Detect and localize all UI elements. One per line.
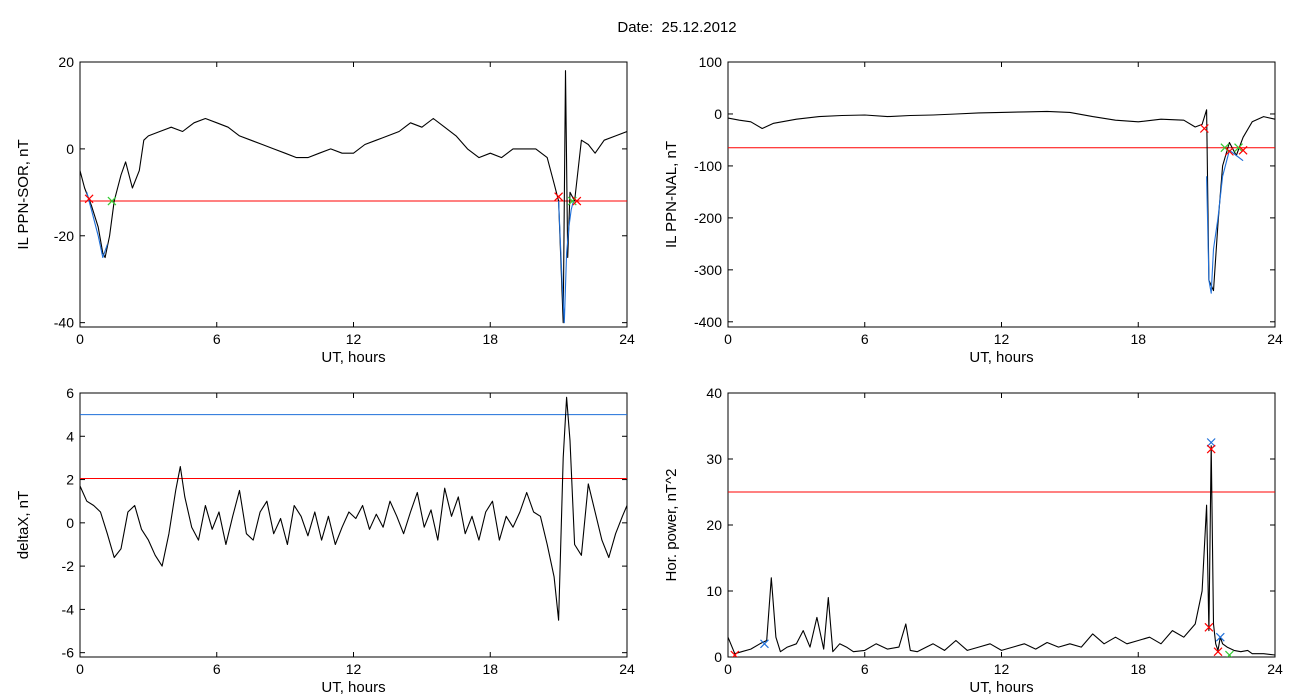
x-axis-label: UT, hours [321,679,385,696]
plot-area [728,109,1275,294]
y-tick-label: -2 [62,558,75,574]
x-tick-label: 0 [76,331,84,347]
y-tick-label: 100 [699,54,723,70]
cross-marker [760,639,769,649]
cross-marker [1238,145,1248,155]
y-axis-label: Hor. power, nT^2 [663,469,680,582]
y-tick-label: -20 [54,228,74,244]
cross-marker [1215,632,1225,642]
cross-marker [1234,143,1243,153]
x-tick-label: 24 [619,661,635,677]
disturbed-segment [1206,149,1244,294]
x-tick-label: 12 [346,331,362,347]
y-tick-label: 2 [66,472,74,488]
x-tick-label: 18 [482,331,498,347]
series-line [728,445,1275,656]
y-axis-label: deltaX, nT [15,491,32,559]
cross-marker [1220,143,1230,153]
x-tick-label: 24 [1267,661,1283,677]
series-line [728,109,1275,292]
cross-marker [1206,444,1216,454]
cross-marker [1224,146,1234,156]
panel-top-right: 0 6 12 18 24 -400 -300 -200 -100 0 100 UT, hours IL … [663,54,1283,366]
y-tick-label: -40 [54,315,74,331]
cross-marker [1224,650,1234,657]
cross-marker [107,196,117,206]
x-tick-label: 0 [76,661,84,677]
x-axis-label: UT, hours [969,349,1033,366]
y-tick-label: 10 [706,583,722,599]
y-tick-label: -400 [694,314,722,330]
y-tick-label: -300 [694,262,722,278]
series-line [80,396,627,621]
plot-area [80,70,627,324]
figure-title: Date: 25.12.2012 [617,19,737,36]
y-axis-label: IL PPN-SOR, nT [15,139,32,249]
x-tick-label: 6 [213,661,221,677]
y-tick-label: -100 [694,158,722,174]
y-tick-label: 0 [714,649,722,665]
disturbed-segment [558,200,574,324]
plot-frame [727,392,1276,658]
cross-marker [1199,124,1209,133]
cross-marker [1206,438,1216,447]
x-axis-label: UT, hours [321,349,385,366]
x-axis-label: UT, hours [969,679,1033,696]
y-axis-label: IL PPN-NAL, nT [663,141,680,248]
y-tick-label: 40 [706,385,722,401]
cross-marker [1213,647,1223,657]
y-tick-label: 20 [706,517,722,533]
x-tick-label: 0 [724,331,732,347]
y-tick-label: 6 [66,385,74,401]
x-tick-label: 6 [861,331,869,347]
x-tick-label: 6 [213,331,221,347]
y-tick-label: 20 [58,54,74,70]
y-tick-label: -6 [62,645,75,661]
x-tick-label: 24 [1267,331,1283,347]
plot-frame [79,61,628,328]
cross-marker [730,650,740,657]
x-tick-label: 12 [994,331,1010,347]
plot-frame [727,61,1276,328]
plot-frame [79,392,628,658]
x-tick-label: 18 [1130,331,1146,347]
y-tick-label: -4 [62,601,75,617]
y-tick-label: 30 [706,451,722,467]
disturbed-segment [86,192,108,259]
series-line [80,70,627,324]
panel-top-left: 0 6 12 18 24 -40 -20 0 20 UT, hours IL PPN-SOR, nT [15,54,635,366]
x-tick-label: 12 [346,661,362,677]
plot-area [728,438,1275,657]
plot-area [80,396,627,621]
x-tick-label: 6 [861,661,869,677]
y-tick-label: 0 [714,106,722,122]
y-tick-label: -200 [694,210,722,226]
y-tick-label: 4 [66,428,74,444]
x-tick-label: 24 [619,331,635,347]
x-tick-label: 18 [482,661,498,677]
x-tick-label: 18 [1130,661,1146,677]
y-tick-label: 0 [66,141,74,157]
cross-marker [1204,622,1214,632]
panel-bottom-right: 0 6 12 18 24 0 10 20 30 40 UT, hours Hor. power, nT… [663,385,1283,696]
x-tick-label: 12 [994,661,1010,677]
cross-marker [554,192,564,202]
cross-marker [572,196,582,206]
x-tick-label: 0 [724,661,732,677]
cross-marker [84,194,94,204]
y-tick-label: 0 [66,515,74,531]
